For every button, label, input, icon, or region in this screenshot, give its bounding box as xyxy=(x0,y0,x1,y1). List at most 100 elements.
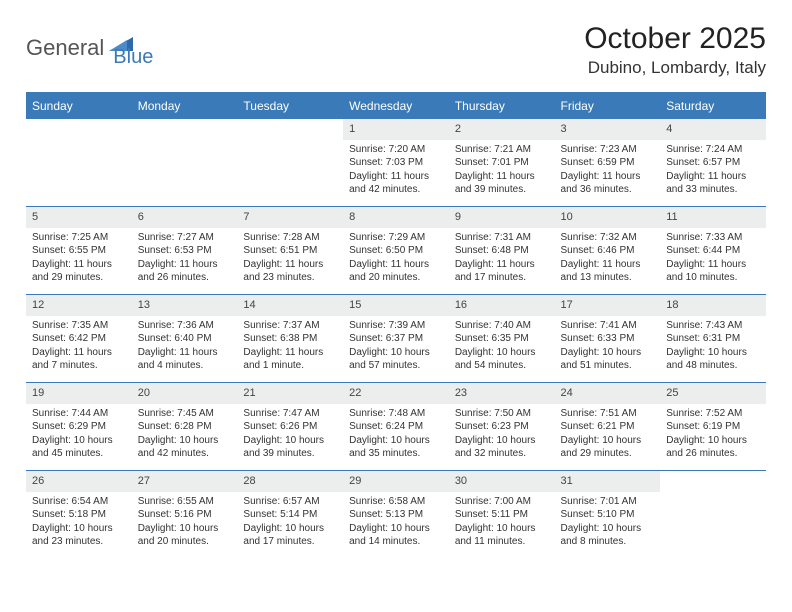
day-header: Sunday xyxy=(26,93,132,119)
day-number: 9 xyxy=(449,207,555,228)
sunset-text: Sunset: 6:35 PM xyxy=(455,332,549,346)
daylight-text: Daylight: 11 hours and 10 minutes. xyxy=(666,258,760,285)
sunrise-text: Sunrise: 7:28 AM xyxy=(243,231,337,245)
sunset-text: Sunset: 6:53 PM xyxy=(138,244,232,258)
sunset-text: Sunset: 6:24 PM xyxy=(349,420,443,434)
sunset-text: Sunset: 5:18 PM xyxy=(32,508,126,522)
calendar-cell: 4Sunrise: 7:24 AMSunset: 6:57 PMDaylight… xyxy=(660,119,766,207)
sunrise-text: Sunrise: 7:33 AM xyxy=(666,231,760,245)
sunset-text: Sunset: 6:21 PM xyxy=(561,420,655,434)
day-number: 26 xyxy=(26,471,132,492)
calendar-cell: 17Sunrise: 7:41 AMSunset: 6:33 PMDayligh… xyxy=(555,295,661,383)
daylight-text: Daylight: 11 hours and 13 minutes. xyxy=(561,258,655,285)
day-details: Sunrise: 7:21 AMSunset: 7:01 PMDaylight:… xyxy=(449,140,555,201)
day-details: Sunrise: 6:55 AMSunset: 5:16 PMDaylight:… xyxy=(132,492,238,553)
day-header: Thursday xyxy=(449,93,555,119)
sunset-text: Sunset: 6:19 PM xyxy=(666,420,760,434)
day-number: 20 xyxy=(132,383,238,404)
day-details: Sunrise: 7:24 AMSunset: 6:57 PMDaylight:… xyxy=(660,140,766,201)
sunrise-text: Sunrise: 7:43 AM xyxy=(666,319,760,333)
day-details: Sunrise: 7:44 AMSunset: 6:29 PMDaylight:… xyxy=(26,404,132,465)
sunset-text: Sunset: 6:28 PM xyxy=(138,420,232,434)
calendar-week-row: 5Sunrise: 7:25 AMSunset: 6:55 PMDaylight… xyxy=(26,207,766,295)
sunrise-text: Sunrise: 7:20 AM xyxy=(349,143,443,157)
calendar-cell: .. xyxy=(26,119,132,207)
calendar-cell: 31Sunrise: 7:01 AMSunset: 5:10 PMDayligh… xyxy=(555,471,661,559)
day-details: Sunrise: 7:32 AMSunset: 6:46 PMDaylight:… xyxy=(555,228,661,289)
calendar-cell: 5Sunrise: 7:25 AMSunset: 6:55 PMDaylight… xyxy=(26,207,132,295)
calendar-cell: 27Sunrise: 6:55 AMSunset: 5:16 PMDayligh… xyxy=(132,471,238,559)
logo-word-1: General xyxy=(26,35,104,61)
day-details: Sunrise: 7:41 AMSunset: 6:33 PMDaylight:… xyxy=(555,316,661,377)
sunset-text: Sunset: 5:13 PM xyxy=(349,508,443,522)
calendar-cell: 7Sunrise: 7:28 AMSunset: 6:51 PMDaylight… xyxy=(237,207,343,295)
day-number: 2 xyxy=(449,119,555,140)
calendar-cell: 8Sunrise: 7:29 AMSunset: 6:50 PMDaylight… xyxy=(343,207,449,295)
sunset-text: Sunset: 6:33 PM xyxy=(561,332,655,346)
daylight-text: Daylight: 10 hours and 35 minutes. xyxy=(349,434,443,461)
day-number: 11 xyxy=(660,207,766,228)
calendar-cell: 6 Sunrise: 7:27 AMSunset: 6:53 PMDaylight… xyxy=(132,207,238,295)
daylight-text: Daylight: 10 hours and 39 minutes. xyxy=(243,434,337,461)
daylight-text: Daylight: 11 hours and 1 minute. xyxy=(243,346,337,373)
calendar-cell: 26Sunrise: 6:54 AMSunset: 5:18 PMDayligh… xyxy=(26,471,132,559)
daylight-text: Daylight: 11 hours and 7 minutes. xyxy=(32,346,126,373)
calendar-cell: 11Sunrise: 7:33 AMSunset: 6:44 PMDayligh… xyxy=(660,207,766,295)
day-number: 4 xyxy=(660,119,766,140)
sunset-text: Sunset: 6:38 PM xyxy=(243,332,337,346)
daylight-text: Daylight: 10 hours and 14 minutes. xyxy=(349,522,443,549)
sunrise-text: Sunrise: 7:27 AM xyxy=(138,231,232,245)
calendar-cell: 30Sunrise: 7:00 AMSunset: 5:11 PMDayligh… xyxy=(449,471,555,559)
day-number: 25 xyxy=(660,383,766,404)
daylight-text: Daylight: 11 hours and 4 minutes. xyxy=(138,346,232,373)
sunrise-text: Sunrise: 6:54 AM xyxy=(32,495,126,509)
calendar-cell: 28Sunrise: 6:57 AMSunset: 5:14 PMDayligh… xyxy=(237,471,343,559)
calendar-cell: .. xyxy=(660,471,766,559)
sunrise-text: Sunrise: 7:51 AM xyxy=(561,407,655,421)
sunrise-text: Sunrise: 7:00 AM xyxy=(455,495,549,509)
daylight-text: Daylight: 10 hours and 48 minutes. xyxy=(666,346,760,373)
calendar-cell: 18Sunrise: 7:43 AMSunset: 6:31 PMDayligh… xyxy=(660,295,766,383)
day-number: 28 xyxy=(237,471,343,492)
day-details: Sunrise: 7:40 AMSunset: 6:35 PMDaylight:… xyxy=(449,316,555,377)
day-number: 17 xyxy=(555,295,661,316)
sunset-text: Sunset: 7:01 PM xyxy=(455,156,549,170)
calendar-cell: 13Sunrise: 7:36 AMSunset: 6:40 PMDayligh… xyxy=(132,295,238,383)
sunset-text: Sunset: 6:37 PM xyxy=(349,332,443,346)
sunrise-text: Sunrise: 6:58 AM xyxy=(349,495,443,509)
day-details: Sunrise: 7:35 AMSunset: 6:42 PMDaylight:… xyxy=(26,316,132,377)
calendar-cell: 2Sunrise: 7:21 AMSunset: 7:01 PMDaylight… xyxy=(449,119,555,207)
day-details: Sunrise: 7:45 AMSunset: 6:28 PMDaylight:… xyxy=(132,404,238,465)
sunrise-text: Sunrise: 7:36 AM xyxy=(138,319,232,333)
sunrise-text: Sunrise: 6:57 AM xyxy=(243,495,337,509)
calendar-cell: .. xyxy=(132,119,238,207)
day-number: 6 xyxy=(132,207,238,228)
day-header: Monday xyxy=(132,93,238,119)
sunrise-text: Sunrise: 7:48 AM xyxy=(349,407,443,421)
calendar-cell: 21Sunrise: 7:47 AMSunset: 6:26 PMDayligh… xyxy=(237,383,343,471)
daylight-text: Daylight: 11 hours and 26 minutes. xyxy=(138,258,232,285)
day-number: 23 xyxy=(449,383,555,404)
calendar-cell: 19Sunrise: 7:44 AMSunset: 6:29 PMDayligh… xyxy=(26,383,132,471)
day-details: Sunrise: 7:31 AMSunset: 6:48 PMDaylight:… xyxy=(449,228,555,289)
day-number: 21 xyxy=(237,383,343,404)
logo-word-2: Blue xyxy=(113,46,153,69)
calendar-cell: 9Sunrise: 7:31 AMSunset: 6:48 PMDaylight… xyxy=(449,207,555,295)
sunrise-text: Sunrise: 7:50 AM xyxy=(455,407,549,421)
sunset-text: Sunset: 6:55 PM xyxy=(32,244,126,258)
daylight-text: Daylight: 10 hours and 45 minutes. xyxy=(32,434,126,461)
day-number: 15 xyxy=(343,295,449,316)
day-header: Saturday xyxy=(660,93,766,119)
daylight-text: Daylight: 10 hours and 51 minutes. xyxy=(561,346,655,373)
title-block: October 2025 Dubino, Lombardy, Italy xyxy=(584,22,766,78)
calendar-cell: 16Sunrise: 7:40 AMSunset: 6:35 PMDayligh… xyxy=(449,295,555,383)
day-details: Sunrise: 7:47 AMSunset: 6:26 PMDaylight:… xyxy=(237,404,343,465)
daylight-text: Daylight: 11 hours and 39 minutes. xyxy=(455,170,549,197)
day-details: Sunrise: 7:52 AMSunset: 6:19 PMDaylight:… xyxy=(660,404,766,465)
day-number: 3 xyxy=(555,119,661,140)
sunset-text: Sunset: 6:31 PM xyxy=(666,332,760,346)
day-header: Wednesday xyxy=(343,93,449,119)
sunrise-text: Sunrise: 7:24 AM xyxy=(666,143,760,157)
day-details: Sunrise: 7:01 AMSunset: 5:10 PMDaylight:… xyxy=(555,492,661,553)
calendar-cell: 15Sunrise: 7:39 AMSunset: 6:37 PMDayligh… xyxy=(343,295,449,383)
